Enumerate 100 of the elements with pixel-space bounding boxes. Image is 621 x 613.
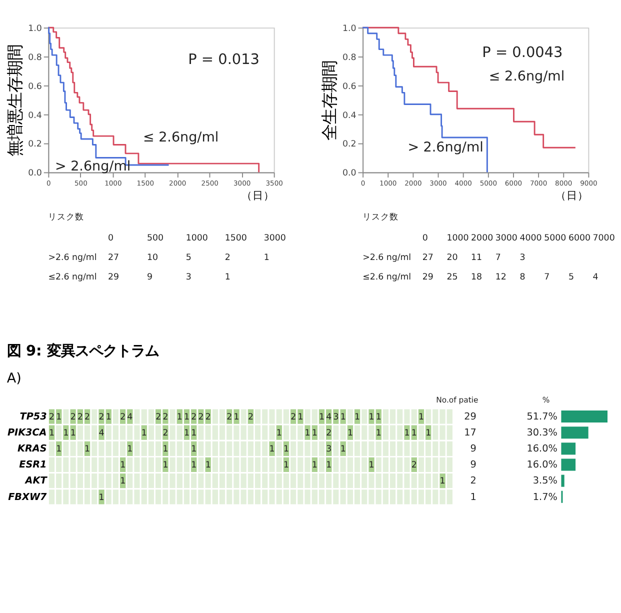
data-label: 1 (70, 428, 76, 438)
data-label: 2 (162, 412, 168, 422)
data-label: 1 (376, 412, 382, 422)
y-tick-label: 0.8 (342, 52, 356, 63)
data-label: 1 (298, 412, 304, 422)
data-label: 16.0% (526, 460, 558, 471)
data-label: 1 (184, 428, 190, 438)
data-label: 1 (234, 412, 240, 422)
data-label: 2 (226, 412, 232, 422)
data-label: 1 (347, 428, 353, 438)
y-tick-label: 0.6 (342, 82, 356, 92)
data-label: 1 (191, 444, 197, 455)
bar (561, 410, 608, 423)
data-label: 1 (184, 412, 190, 422)
data-label: 1 (56, 444, 62, 455)
x-axis-title: （日） (556, 190, 589, 202)
y2-tick-label: 1 (470, 492, 476, 503)
y-tick-label: 0.2 (28, 140, 42, 150)
y-tick-label: 1.0 (28, 24, 42, 34)
data-label: 2 (191, 412, 197, 422)
data-label: 1 (98, 492, 104, 503)
data-label: 2 (290, 412, 296, 422)
y-tick-label: 0.4 (28, 110, 42, 121)
data-label: 1 (326, 460, 332, 471)
text: ≤2.6 ng/ml 29 25 18 12 8 7 5 4 (362, 272, 598, 282)
data-label: 1 (312, 428, 318, 438)
data-label: 1 (141, 428, 147, 438)
data-label: 1 (319, 412, 325, 422)
text: リスク数 (48, 211, 84, 222)
data-label: 1 (269, 444, 275, 455)
data-label: 2 (77, 412, 83, 422)
data-label: 1 (368, 412, 374, 422)
data-label: 1 (120, 460, 126, 471)
data-label: 3 (333, 412, 339, 422)
data-label: 1 (106, 412, 112, 422)
data-label: 1 (368, 460, 374, 471)
data-label: 1 (127, 444, 133, 455)
annotation: ≤ 2.6ng/ml (142, 129, 219, 146)
y2-tick-label: 9 (470, 460, 476, 471)
x-axis-title: （日） (241, 190, 274, 202)
data-label: 1 (191, 460, 197, 471)
y-tick-label: 0.6 (28, 82, 42, 92)
bar (561, 474, 564, 487)
text: % (542, 396, 550, 405)
text: 0 500 1000 1500 3000 (108, 234, 286, 244)
y2-tick-label: 29 (464, 411, 476, 422)
text: >2.6 ng/ml 27 20 11 7 3 (362, 252, 526, 263)
y2-tick-label: 17 (464, 427, 476, 438)
data-label: 1 (340, 412, 346, 422)
data-label: 1 (162, 460, 168, 471)
data-label: 1 (411, 428, 417, 438)
data-label: 1 (56, 412, 62, 422)
data-label: 1 (120, 476, 126, 487)
data-label: 1 (304, 428, 310, 438)
y-tick-label: 0.8 (28, 52, 42, 63)
data-label: 2 (156, 412, 162, 422)
data-label: 1 (340, 444, 346, 455)
chart-title: 図 9: 変異スペクトラム (6, 342, 159, 360)
bar (561, 442, 576, 455)
data-label: 51.7% (526, 411, 558, 422)
y-tick-label: ESR1 (19, 460, 47, 471)
data-label: 30.3% (526, 427, 558, 438)
data-label: 2 (411, 460, 417, 471)
data-label: 1 (49, 428, 55, 438)
y-tick-label: AKT (24, 476, 48, 487)
data-label: 1 (162, 444, 168, 455)
data-label: 2 (120, 412, 126, 422)
data-label: 2 (326, 428, 332, 438)
data-label: 1 (376, 428, 382, 438)
y-axis-title: 全生存期間 (320, 60, 339, 140)
y2-tick-label: 2 (470, 476, 476, 487)
data-label: 2 (49, 412, 55, 422)
annotation: > 2.6ng/ml (54, 158, 131, 174)
data-label: 1 (404, 428, 410, 438)
text: ≤2.6 ng/ml 29 9 3 1 (48, 272, 230, 282)
chart-subtitle: A) (6, 370, 22, 386)
data-label: 2 (205, 412, 211, 422)
data-label: 3 (326, 444, 332, 455)
text: >2.6 ng/ml 27 10 5 2 1 (48, 252, 270, 263)
y-tick-label: FBXW7 (8, 492, 48, 503)
data-label: 1.7% (532, 492, 558, 503)
data-label: 2 (198, 412, 204, 422)
data-label: 1 (283, 444, 289, 455)
y-tick-label: 0.0 (28, 168, 42, 179)
y-tick-label: 0.2 (342, 140, 356, 150)
annotation: P = 0.013 (188, 52, 260, 68)
text: リスク数 (362, 211, 399, 222)
data-label: 1 (418, 412, 424, 422)
data-label: 1 (191, 428, 197, 438)
bar (561, 426, 588, 439)
data-label: 1 (205, 460, 211, 471)
y-tick-label: TP53 (20, 411, 48, 422)
data-label: 1 (84, 444, 90, 455)
data-label: 4 (127, 412, 134, 422)
bar (561, 458, 576, 471)
data-label: 1 (426, 428, 432, 438)
y-tick-label: 0.4 (342, 110, 357, 121)
annotation: P = 0.0043 (482, 45, 563, 61)
data-label: 1 (354, 412, 360, 422)
data-label: 2 (248, 412, 254, 422)
